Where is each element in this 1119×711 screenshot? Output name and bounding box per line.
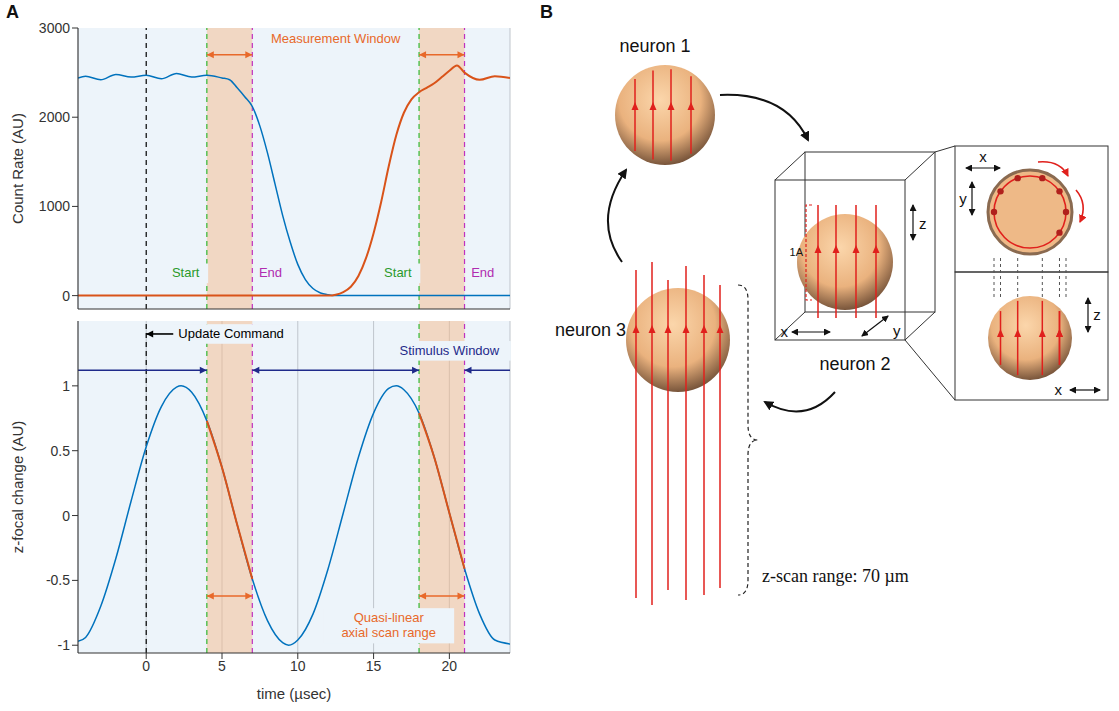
svg-text:z: z: [1093, 306, 1101, 323]
svg-text:neuron 1: neuron 1: [619, 36, 690, 56]
svg-text:y: y: [959, 190, 967, 207]
svg-text:2000: 2000: [39, 109, 70, 125]
svg-text:Measurement Window: Measurement Window: [271, 31, 401, 46]
svg-text:1A: 1A: [790, 246, 804, 258]
svg-text:Count Rate (AU): Count Rate (AU): [9, 113, 26, 224]
svg-text:3000: 3000: [39, 20, 70, 36]
svg-text:Quasi-linear: Quasi-linear: [354, 610, 425, 625]
svg-text:0.5: 0.5: [51, 443, 71, 459]
svg-text:y: y: [893, 322, 901, 339]
svg-text:-0.5: -0.5: [46, 572, 70, 588]
svg-text:End: End: [259, 265, 282, 280]
svg-text:1: 1: [62, 378, 70, 394]
svg-text:Start: Start: [172, 265, 200, 280]
svg-text:20: 20: [442, 658, 458, 674]
svg-text:axial scan range: axial scan range: [341, 625, 436, 640]
svg-text:0: 0: [142, 658, 150, 674]
svg-text:Stimulus Window: Stimulus Window: [400, 343, 500, 358]
html-text:B: B: [540, 2, 553, 22]
svg-text:z: z: [919, 215, 927, 232]
svg-text:time (µsec): time (µsec): [257, 685, 331, 702]
svg-text:15: 15: [366, 658, 382, 674]
svg-text:neuron 2: neuron 2: [819, 354, 890, 374]
svg-text:x: x: [1055, 381, 1063, 398]
svg-text:neuron 3: neuron 3: [555, 320, 626, 340]
svg-text:Start: Start: [384, 265, 412, 280]
svg-text:1000: 1000: [39, 198, 70, 214]
svg-text:Update Command: Update Command: [178, 326, 284, 341]
svg-text:x: x: [979, 148, 987, 165]
svg-text:z-scan range: 70 µm: z-scan range: 70 µm: [762, 566, 909, 586]
html-text:A: A: [6, 2, 19, 22]
svg-text:-1: -1: [58, 637, 71, 653]
svg-text:x: x: [781, 323, 789, 340]
svg-text:10: 10: [290, 658, 306, 674]
svg-text:End: End: [471, 265, 494, 280]
svg-text:z-focal change (AU): z-focal change (AU): [9, 421, 26, 554]
svg-text:0: 0: [62, 288, 70, 304]
svg-text:0: 0: [62, 508, 70, 524]
svg-text:5: 5: [218, 658, 226, 674]
